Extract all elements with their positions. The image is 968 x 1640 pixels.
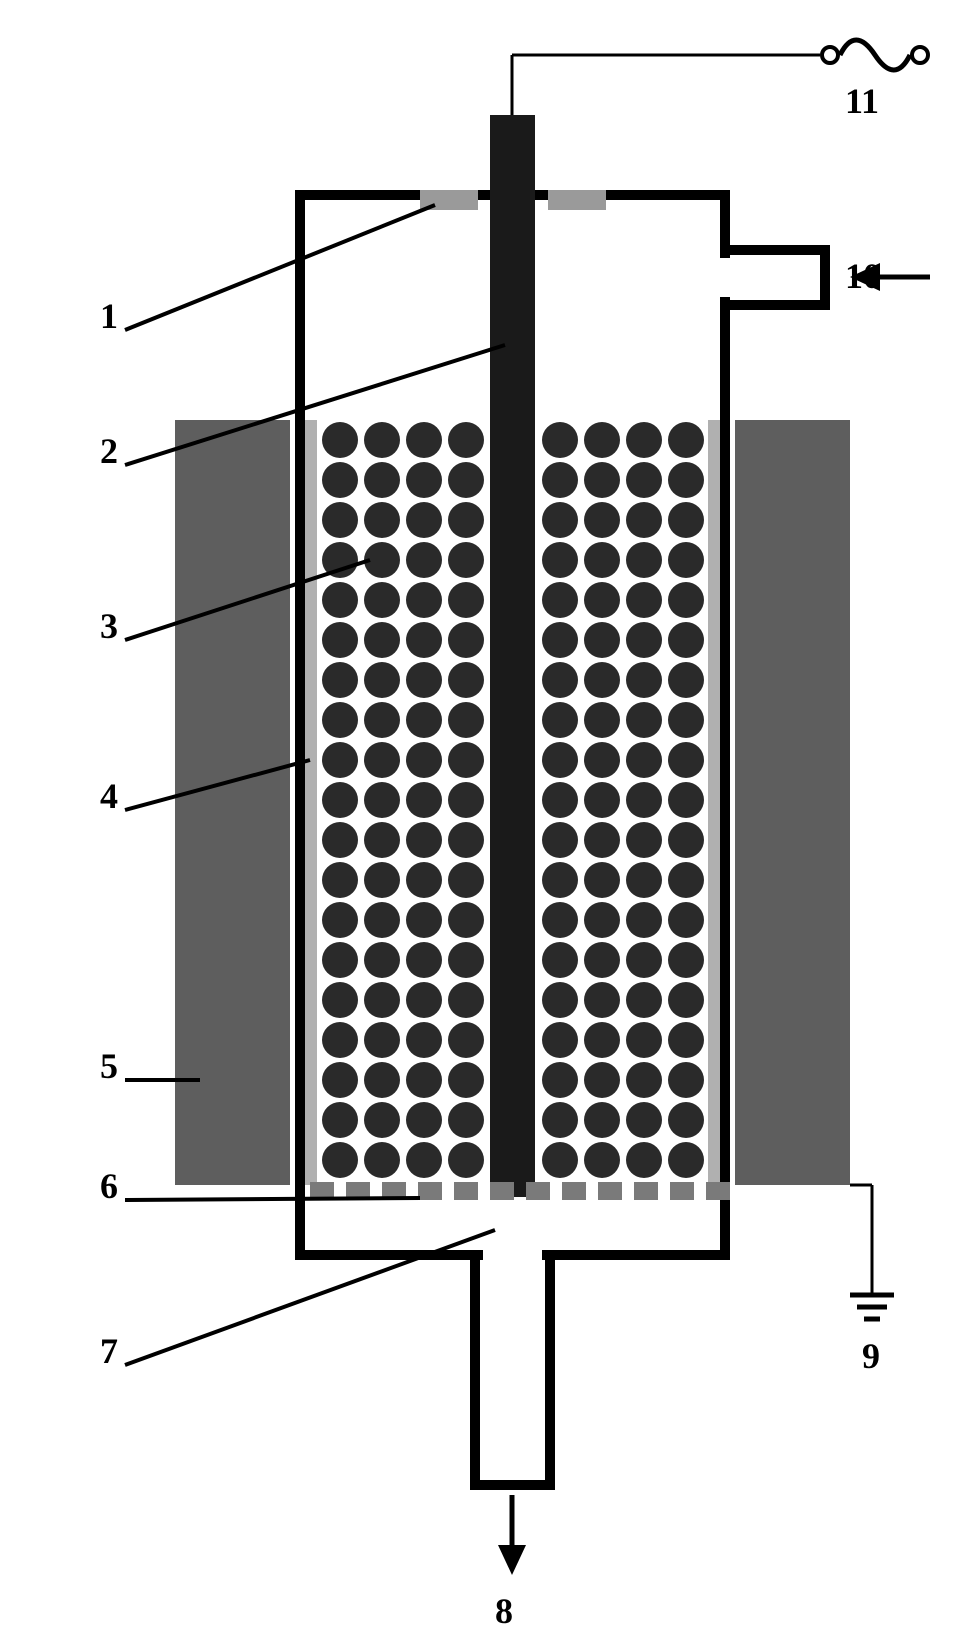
ac-terminal-right: [912, 47, 928, 63]
outlet-tube: [475, 1255, 550, 1485]
inlet-port: [725, 250, 825, 305]
outlet-arrow-head: [498, 1545, 526, 1575]
dielectric-left: [305, 420, 317, 1185]
ac-terminal-left: [822, 47, 838, 63]
label-8: 8: [495, 1590, 513, 1632]
ac-source-icon: [840, 40, 910, 70]
label-2: 2: [100, 430, 118, 472]
label-3: 3: [100, 605, 118, 647]
reactor-diagram: [0, 0, 968, 1640]
dielectric-right: [708, 420, 720, 1185]
label-7: 7: [100, 1330, 118, 1372]
center-electrode: [490, 115, 535, 1197]
label-6: 6: [100, 1165, 118, 1207]
label-5: 5: [100, 1045, 118, 1087]
outer-electrode-left: [175, 420, 290, 1185]
label-1: 1: [100, 295, 118, 337]
label-10: 10: [845, 255, 881, 297]
top-seal-right: [548, 190, 606, 210]
outer-electrode-right: [735, 420, 850, 1185]
label-4: 4: [100, 775, 118, 817]
label-9: 9: [862, 1335, 880, 1377]
label-11: 11: [845, 80, 879, 122]
